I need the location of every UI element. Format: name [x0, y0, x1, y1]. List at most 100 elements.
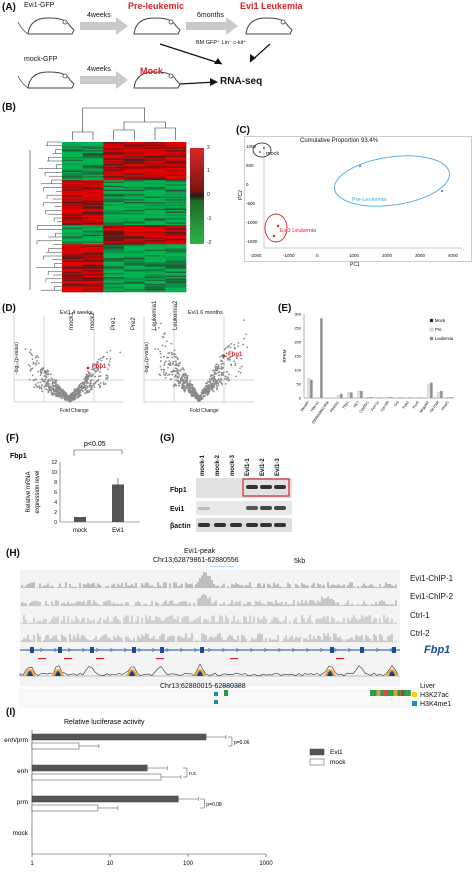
pca-xlabel: PC1 [350, 262, 360, 268]
bar [31, 795, 179, 803]
liver-label: Liver [420, 683, 436, 690]
rna-seq-label: RNA-seq [220, 76, 263, 87]
enhancer-coordinate: Chr13;62880015-62880388 [160, 683, 246, 690]
bar [340, 393, 343, 398]
bar [370, 397, 373, 398]
gene-label-fbp1: Fbp1 [424, 644, 451, 656]
pca-plot [252, 142, 462, 249]
chart-title: Fbp1 [10, 453, 27, 460]
y-tick-label: 50 [297, 382, 302, 387]
mouse-icon [245, 17, 293, 35]
volcano-left-title: Evi1 4 weeks [60, 310, 93, 316]
scale-tick: -2 [207, 240, 212, 246]
panel-label-c: (C) [236, 125, 250, 136]
bar [417, 397, 421, 399]
signal-track [20, 572, 400, 589]
pca-y-tick: -500 [246, 201, 256, 206]
pca-y-tick: -1000 [246, 220, 258, 225]
legend-swatch [309, 758, 325, 766]
evi1-gfp-label: Evi1-GFP [24, 2, 55, 9]
chart-title: Relative luciferase activity [64, 719, 145, 726]
p-value-annotation: p=0.08 [206, 802, 222, 808]
bar [337, 395, 341, 399]
mouse-icon [133, 17, 181, 35]
gene-model-fbp1 [20, 647, 400, 653]
panel-label-d: (D) [2, 303, 16, 314]
legend-swatch [309, 748, 325, 756]
legend-swatch [429, 318, 434, 323]
y-tick-label: 12 [51, 460, 57, 466]
bar [407, 397, 411, 399]
y-axis-label: expression level [35, 470, 41, 513]
y-tick-label: 6 [54, 490, 57, 496]
pca-mock-label: mock [266, 151, 280, 157]
y-tick-label: 150 [294, 354, 301, 359]
volcano-plot [13, 316, 124, 403]
pca-x-tick: 3000 [415, 253, 426, 258]
mouse-icon [17, 71, 75, 89]
bar [347, 392, 351, 399]
bar [31, 742, 80, 750]
x-tick-label: Pon2 [402, 400, 410, 409]
x-tick-label: Pax5 [412, 400, 420, 409]
x-tick-label: 100 [183, 861, 194, 867]
signal-track [20, 594, 400, 607]
liver-histone-marks [19, 689, 417, 708]
volcano-right-title: Evi1 6 months [188, 310, 223, 316]
bar [367, 397, 371, 399]
months-label: 6months [197, 12, 224, 19]
legend-swatch [429, 336, 434, 341]
bm-gfp-label: BM GFP⁺ Lin⁻ c-kit⁺ [196, 40, 247, 46]
fbp1-point-label: Fbp1 [228, 352, 243, 358]
weeks-label: 4weeks [87, 12, 111, 19]
leukemia-cluster [264, 213, 288, 243]
bar [410, 397, 413, 398]
scale-tick: 0 [207, 192, 210, 198]
x-tick-label: mock [73, 528, 88, 534]
fbp1-point [86, 366, 90, 370]
y-tick-label: 4 [54, 500, 57, 506]
volcano-xlabel: Fold Change [190, 408, 219, 414]
blot-lane-label: Evi1-2 [260, 458, 266, 476]
track-label-ctrl-2: Ctrl-2 [410, 629, 430, 638]
bar [31, 804, 99, 812]
pca-title: Cumulative Proportion 93.4% [300, 138, 379, 144]
h3k27ac-label: H3K27ac [420, 692, 449, 699]
fbp1-point-label: Fbp1 [92, 364, 107, 370]
track-label-ctrl-1: Ctrl-1 [410, 611, 430, 620]
panel-label-e: (E) [278, 303, 292, 314]
bar [430, 382, 433, 398]
panel-label-h: (H) [6, 548, 20, 559]
y-tick-label: prm [17, 799, 28, 806]
x-tick-label: Gpr180 [380, 400, 390, 412]
legend-label: Evi1 [330, 749, 343, 756]
x-tick-label: Slc16a8 [429, 400, 440, 413]
y-tick-label: 10 [51, 470, 57, 476]
bar [310, 379, 313, 398]
p-value-annotation: p<0.05 [84, 441, 106, 448]
y-tick-label: 8 [54, 480, 57, 486]
pca-pre-label: Pre-Leukemia [352, 197, 387, 203]
panel-label-a: (A) [2, 2, 16, 13]
heatmap-column-label: mock2 [90, 312, 96, 330]
bar [447, 397, 451, 399]
blot-row-label: Evi1 [170, 506, 185, 513]
mock-label: Mock [140, 66, 164, 76]
evi1-leukemia-label: Evi1 Leukemia [240, 1, 303, 11]
track-label-evi1-chip-1: Evi1-ChIP-1 [410, 574, 454, 583]
heatmap-column-label: mock1 [69, 312, 76, 330]
blot-lane-label: Evi1-1 [245, 458, 251, 476]
pca-x-tick: -1000 [283, 253, 295, 258]
blot-lane-label: mock-2 [215, 454, 221, 476]
blot-lane-label: mock-3 [230, 454, 236, 476]
scale-tick: 1 [207, 168, 210, 174]
y-tick-label: 200 [294, 340, 301, 345]
x-tick-label: Hba-a1 [310, 400, 320, 412]
bar [437, 392, 441, 399]
y-tick-label: 0 [299, 396, 302, 401]
panel-label-i: (I) [6, 707, 16, 718]
heatmap-cells [62, 142, 187, 293]
y-tick-label: 2 [54, 510, 57, 516]
fbp1-highlight-box [242, 478, 290, 497]
